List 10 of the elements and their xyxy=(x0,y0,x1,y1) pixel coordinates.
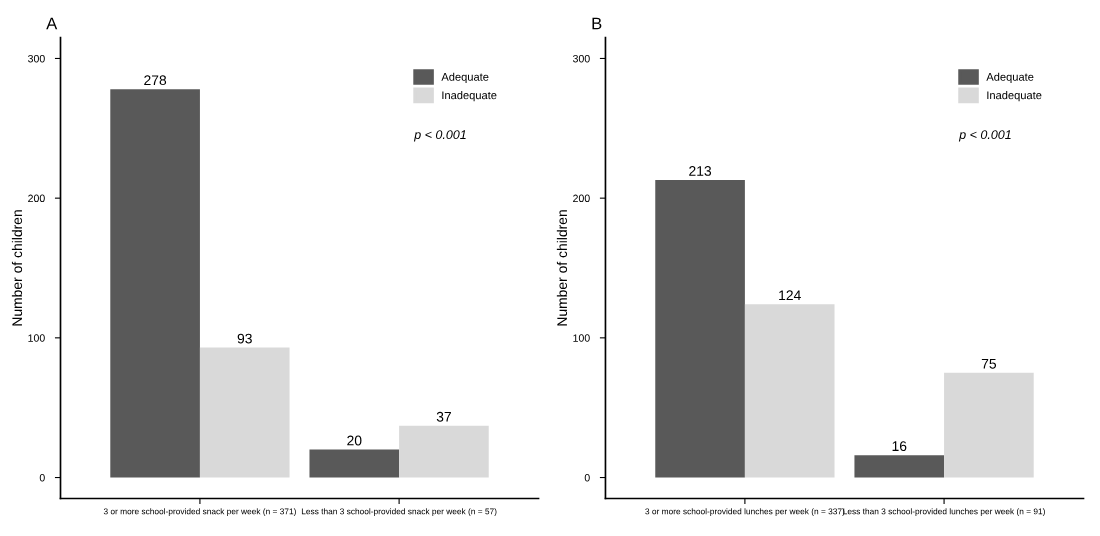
bar xyxy=(199,347,290,478)
chart-title: B xyxy=(592,17,602,30)
bar xyxy=(399,425,489,478)
bar xyxy=(110,89,200,478)
bar xyxy=(744,304,835,478)
bar xyxy=(309,449,400,478)
bar xyxy=(944,372,1034,478)
chart-title: A xyxy=(46,17,58,30)
bar xyxy=(655,180,745,478)
bar xyxy=(854,455,945,478)
